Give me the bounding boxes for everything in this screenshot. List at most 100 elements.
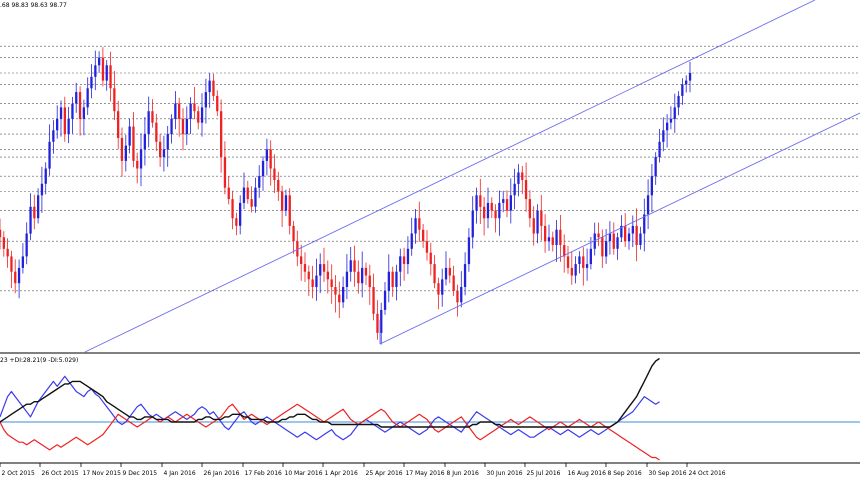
candle-body xyxy=(498,202,501,219)
candle-body xyxy=(178,103,181,119)
candle-body xyxy=(2,237,5,249)
candle-body xyxy=(269,149,272,169)
candle-body xyxy=(139,149,143,169)
candle-body xyxy=(646,195,650,215)
x-tick-label: 24 Oct 2016 xyxy=(689,470,726,477)
candle-body xyxy=(101,57,105,81)
candle-body xyxy=(147,111,150,135)
candle-body xyxy=(311,279,314,287)
x-tick-label: 2 Oct 2015 xyxy=(2,470,35,477)
candle-body xyxy=(559,229,562,245)
candle-body xyxy=(513,183,516,196)
candle-body xyxy=(643,214,646,234)
indicator-pane: 23 +DI:28.21(9 -DI:5.029) xyxy=(0,357,860,461)
candle-body xyxy=(250,199,253,207)
candle-body xyxy=(631,225,634,234)
candle-body xyxy=(505,199,509,211)
candle-body xyxy=(82,107,85,119)
candle-body xyxy=(429,252,432,265)
candle-body xyxy=(128,126,131,146)
candle-body xyxy=(132,126,135,161)
candle-body xyxy=(585,264,589,268)
candle-body xyxy=(124,145,127,161)
candle-body xyxy=(612,233,615,249)
candle-body xyxy=(425,241,429,253)
candle-body xyxy=(441,279,444,295)
candle-body xyxy=(410,233,413,249)
candle-body xyxy=(56,118,59,131)
candle-body xyxy=(582,256,585,268)
x-tick-label: 9 Dec 2015 xyxy=(123,470,158,477)
candle-body xyxy=(544,225,547,242)
x-tick-label: 30 Sep 2016 xyxy=(649,470,687,477)
x-tick-label: 17 Feb 2016 xyxy=(245,470,283,477)
candle-body xyxy=(109,65,112,89)
candle-body xyxy=(673,107,676,119)
candle-body xyxy=(246,187,249,200)
candle-body xyxy=(52,130,55,142)
candle-body xyxy=(200,107,204,123)
candle-body xyxy=(608,233,612,242)
candle-body xyxy=(334,287,337,295)
candle-body xyxy=(368,275,371,288)
candle-body xyxy=(345,271,349,287)
candle-body xyxy=(29,206,32,234)
candle-body xyxy=(189,103,192,119)
candle-body xyxy=(59,107,63,119)
candle-body xyxy=(669,118,673,123)
candle-body xyxy=(605,241,608,257)
candle-body xyxy=(524,180,528,200)
candle-body xyxy=(563,245,566,257)
x-tick-label: 30 Jun 2016 xyxy=(487,470,523,477)
candle-body xyxy=(463,264,467,287)
candle-body xyxy=(364,267,368,276)
candle-body xyxy=(315,275,318,288)
candle-body xyxy=(422,229,425,242)
candle-body xyxy=(303,264,307,272)
candle-body xyxy=(155,122,158,142)
x-tick-label: 8 Sep 2016 xyxy=(608,470,642,477)
candle-body xyxy=(37,195,40,219)
candle-body xyxy=(387,271,390,291)
candles xyxy=(0,47,692,345)
candle-body xyxy=(231,199,234,219)
candle-body xyxy=(254,187,257,207)
candle-body xyxy=(654,157,657,177)
candle-body xyxy=(658,141,661,158)
candle-body xyxy=(319,264,322,276)
candle-body xyxy=(483,206,486,219)
candle-body xyxy=(216,95,219,112)
candle-body xyxy=(685,80,688,85)
x-tick-label: 10 Mar 2016 xyxy=(285,470,323,477)
candle-body xyxy=(162,149,166,157)
x-tick-label: 17 May 2016 xyxy=(406,470,445,477)
candle-body xyxy=(616,237,619,249)
candle-body xyxy=(78,92,82,119)
candle-body xyxy=(475,195,478,211)
x-tick-label: 16 Aug 2016 xyxy=(568,470,607,477)
candle-body xyxy=(98,57,101,66)
candle-body xyxy=(181,118,185,135)
candle-body xyxy=(452,275,455,291)
candle-body xyxy=(197,111,200,123)
candle-body xyxy=(159,141,162,158)
channel-upper-line xyxy=(84,0,816,353)
candle-body xyxy=(433,264,436,284)
di-plus-line xyxy=(0,375,660,441)
candle-body xyxy=(223,157,227,188)
price-pane: .68 98.83 98.63 98.77 xyxy=(0,0,860,353)
candle-body xyxy=(284,195,288,211)
candle-body xyxy=(235,218,238,226)
candle-body xyxy=(650,176,653,196)
candle-body xyxy=(688,73,692,81)
candle-body xyxy=(383,290,387,310)
candle-body xyxy=(296,241,299,257)
adx-line xyxy=(0,357,660,428)
candle-body xyxy=(86,88,89,108)
candle-body xyxy=(273,168,276,180)
candle-body xyxy=(277,180,280,192)
candle-body xyxy=(521,172,524,180)
candle-body xyxy=(414,218,417,234)
candle-body xyxy=(502,199,505,203)
candle-body xyxy=(307,271,310,280)
